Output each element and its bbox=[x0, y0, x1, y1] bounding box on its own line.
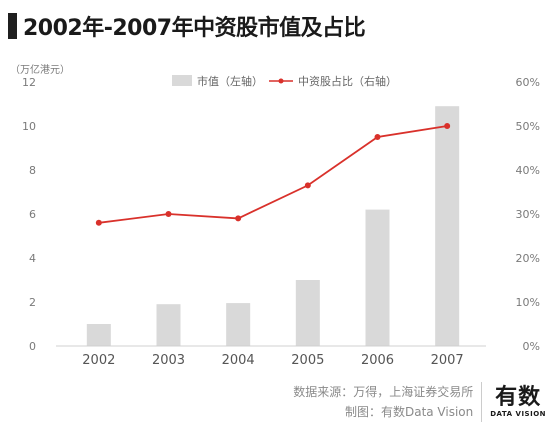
x-tick-label: 2005 bbox=[291, 353, 324, 368]
right-tick-label: 0% bbox=[523, 340, 540, 353]
legend: 市值（左轴） 中资股占比（右轴） bbox=[172, 74, 397, 88]
left-tick-label: 4 bbox=[29, 252, 36, 265]
chart-credit: 制图：有数Data Vision bbox=[344, 405, 474, 419]
bar bbox=[365, 209, 390, 346]
share-point bbox=[165, 211, 172, 217]
logo-en: DATA VISION bbox=[490, 410, 546, 418]
chart-title-bar: 2002年-2007年中资股市值及占比 bbox=[8, 10, 366, 42]
right-tick-label: 10% bbox=[516, 296, 540, 309]
bar bbox=[295, 280, 320, 346]
bar-series bbox=[86, 106, 460, 346]
left-tick-label: 2 bbox=[29, 296, 36, 309]
logo-cn: 有数 bbox=[495, 385, 542, 410]
bar bbox=[226, 303, 251, 346]
data-source: 数据来源：万得，上海证券交易所 bbox=[293, 385, 474, 399]
share-line bbox=[98, 125, 448, 224]
left-tick-label: 12 bbox=[22, 76, 36, 89]
left-axis-ticks: 0 2 4 6 8 10 12 bbox=[22, 76, 36, 353]
share-point bbox=[444, 123, 451, 129]
left-axis-unit: （万亿港元） bbox=[10, 63, 70, 76]
x-tick-label: 2003 bbox=[152, 353, 185, 368]
right-tick-label: 50% bbox=[516, 120, 540, 133]
left-tick-label: 8 bbox=[29, 164, 36, 177]
x-tick-label: 2007 bbox=[431, 353, 464, 368]
line-series bbox=[95, 123, 451, 226]
legend-swatch-bar bbox=[172, 75, 192, 86]
footer: 数据来源：万得，上海证券交易所 制图：有数Data Vision 有数 DATA… bbox=[293, 382, 546, 422]
x-tick-label: 2004 bbox=[222, 353, 255, 368]
share-point bbox=[304, 182, 311, 189]
share-point bbox=[374, 134, 381, 140]
bar bbox=[156, 304, 181, 346]
legend-swatch-marker bbox=[278, 78, 284, 84]
footer-text: 数据来源：万得，上海证券交易所 制图：有数Data Vision bbox=[293, 382, 473, 422]
left-tick-label: 10 bbox=[22, 120, 36, 133]
title-marker bbox=[8, 13, 17, 39]
brand-logo: 有数 DATA VISION bbox=[490, 385, 546, 419]
legend-label-bar: 市值（左轴） bbox=[197, 74, 263, 88]
x-axis-ticks: 2002 2003 2004 2005 2006 2007 bbox=[82, 353, 463, 368]
right-tick-label: 30% bbox=[516, 208, 540, 221]
share-point bbox=[95, 219, 102, 226]
bar bbox=[435, 106, 460, 346]
x-tick-label: 2006 bbox=[361, 353, 394, 368]
bar bbox=[86, 324, 111, 346]
right-tick-label: 40% bbox=[516, 164, 540, 177]
left-tick-label: 6 bbox=[29, 208, 36, 221]
x-tick-label: 2002 bbox=[82, 353, 115, 368]
left-tick-label: 0 bbox=[29, 340, 36, 353]
right-tick-label: 20% bbox=[516, 252, 540, 265]
right-tick-label: 60% bbox=[516, 76, 540, 89]
footer-divider bbox=[481, 382, 483, 422]
share-point bbox=[235, 215, 242, 222]
chart-title: 2002年-2007年中资股市值及占比 bbox=[23, 16, 366, 41]
right-axis-ticks: 0% 10% 20% 30% 40% 50% 60% bbox=[516, 76, 540, 353]
legend-label-line: 中资股占比（右轴） bbox=[298, 74, 397, 88]
